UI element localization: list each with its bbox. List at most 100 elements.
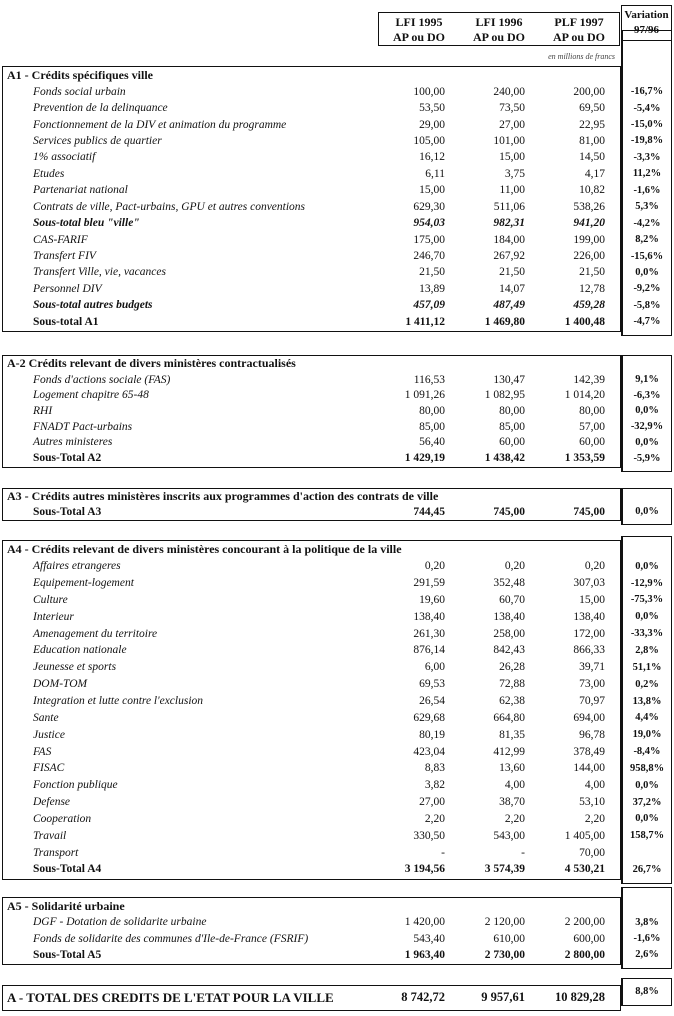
value-1996: 38,70 bbox=[499, 796, 525, 809]
value-1997: 0,20 bbox=[584, 560, 605, 573]
value-1997: 15,00 bbox=[579, 593, 605, 606]
row-label: Sous-total autres budgets bbox=[33, 299, 153, 312]
row-label: Fonds d'actions sociale (FAS) bbox=[33, 373, 171, 386]
table-row: Sous-total A1 1 411,12 1 469,80 1 400,48 bbox=[3, 314, 620, 330]
table-row: Services publics de quartier 105,00 101,… bbox=[3, 133, 620, 149]
value-1997: 73,00 bbox=[579, 678, 605, 691]
row-label: Sous-total A1 bbox=[33, 315, 99, 328]
value-1996: 1 438,42 bbox=[484, 452, 525, 465]
value-1995: 8,83 bbox=[424, 762, 445, 775]
row-label: Defense bbox=[33, 796, 71, 809]
value-1996: 1 469,80 bbox=[484, 315, 525, 328]
table-row: Sous-Total A4 3 194,56 3 574,39 4 530,21 bbox=[3, 861, 620, 878]
value-1996: 27,00 bbox=[499, 118, 525, 131]
section-4: A4 - Crédits relevant de divers ministèr… bbox=[2, 540, 621, 880]
value-1997: 1 405,00 bbox=[564, 829, 605, 842]
variation-value: -75,3% bbox=[630, 594, 664, 606]
value-1996: 2 730,00 bbox=[484, 948, 525, 961]
section-title: A3 - Crédits autres ministères inscrits … bbox=[7, 489, 439, 503]
variation-value: -1,6% bbox=[633, 933, 661, 945]
value-1997: 1 400,48 bbox=[564, 315, 605, 328]
value-1996: 842,43 bbox=[493, 644, 525, 657]
col-title: LFI 1995 bbox=[395, 15, 443, 29]
value-1997: 53,10 bbox=[579, 796, 605, 809]
variation-value: -12,9% bbox=[630, 577, 664, 589]
value-1995: - bbox=[441, 846, 445, 859]
row-label: Education nationale bbox=[33, 644, 127, 657]
table-row: Amenagement du territoire 261,30 258,00 … bbox=[3, 625, 620, 642]
variation-value: 958,8% bbox=[629, 762, 665, 774]
value-1995: 330,50 bbox=[413, 829, 445, 842]
value-1995: 80,19 bbox=[419, 728, 445, 741]
value-1995: 138,40 bbox=[413, 610, 445, 623]
variation-value: 13,8% bbox=[632, 695, 662, 707]
value-1997: 172,00 bbox=[573, 627, 605, 640]
row-label: Personnel DIV bbox=[33, 282, 102, 295]
value-1995: 1 420,00 bbox=[404, 916, 445, 929]
total-variation: 8,8% bbox=[635, 986, 659, 997]
value-1996: 240,00 bbox=[493, 85, 525, 98]
value-1995: 744,45 bbox=[413, 505, 445, 518]
variation-value: 37,2% bbox=[632, 796, 662, 808]
row-label: Contrats de ville, Pact-urbains, GPU et … bbox=[33, 200, 306, 213]
row-label: Sante bbox=[33, 711, 59, 724]
value-1997: 142,39 bbox=[573, 373, 605, 386]
variation-value: -5,4% bbox=[633, 102, 661, 114]
value-1995: 3,82 bbox=[424, 779, 445, 792]
value-1996: 511,06 bbox=[493, 200, 525, 213]
row-label: Partenariat national bbox=[33, 184, 128, 197]
value-1996: 745,00 bbox=[493, 505, 525, 518]
value-1995: 69,53 bbox=[419, 678, 445, 691]
variation-value: -1,6% bbox=[633, 184, 661, 196]
table-row: Sous-Total A2 1 429,19 1 438,42 1 353,59 bbox=[3, 450, 620, 466]
table-row: Integration et lutte contre l'exclusion … bbox=[3, 693, 620, 710]
variation-value: 2,8% bbox=[635, 644, 659, 656]
section-3: A3 - Crédits autres ministères inscrits … bbox=[2, 488, 621, 521]
value-1997: 307,03 bbox=[573, 577, 605, 590]
value-1997: 600,00 bbox=[573, 932, 605, 945]
variation-value: 51,1% bbox=[632, 661, 662, 673]
total-1996: 9 957,61 bbox=[481, 990, 525, 1004]
row-label: Jeunesse et sports bbox=[33, 661, 117, 674]
value-1997: 12,78 bbox=[579, 282, 605, 295]
value-1996: 26,28 bbox=[499, 661, 525, 674]
value-1997: 10,82 bbox=[579, 184, 605, 197]
value-1995: 457,09 bbox=[413, 299, 445, 312]
table-row: Education nationale 876,14 842,43 866,33 bbox=[3, 642, 620, 659]
table-row: Sous-Total A3 744,45 745,00 745,00 bbox=[3, 504, 620, 519]
variation-value: -4,2% bbox=[633, 217, 661, 229]
value-1997: 144,00 bbox=[573, 762, 605, 775]
value-1996: 81,35 bbox=[499, 728, 525, 741]
row-label: Services publics de quartier bbox=[33, 134, 162, 147]
table-row: Cooperation 2,20 2,20 2,20 bbox=[3, 811, 620, 828]
table-row: Fonds d'actions sociale (FAS) 116,53 130… bbox=[3, 372, 620, 388]
table-row: Defense 27,00 38,70 53,10 bbox=[3, 794, 620, 811]
value-1996: 60,00 bbox=[499, 436, 525, 449]
value-1997: 2,20 bbox=[584, 812, 605, 825]
table-row: Prevention de la delinquance 53,50 73,50… bbox=[3, 100, 620, 116]
variation-value: 0,0% bbox=[635, 405, 659, 417]
variation-title: Variation bbox=[624, 9, 669, 21]
value-1997: 21,50 bbox=[579, 266, 605, 279]
table-row: Travail 330,50 543,00 1 405,00 bbox=[3, 827, 620, 844]
value-1996: 412,99 bbox=[493, 745, 525, 758]
value-1995: 1 429,19 bbox=[404, 452, 445, 465]
row-label: Logement chapitre 65-48 bbox=[33, 389, 149, 402]
value-1997: 39,71 bbox=[579, 661, 605, 674]
variation-value: 8,2% bbox=[635, 234, 659, 246]
value-1995: 26,54 bbox=[419, 695, 445, 708]
col-title: PLF 1997 bbox=[554, 15, 604, 29]
table-row: Contrats de ville, Pact-urbains, GPU et … bbox=[3, 199, 620, 215]
value-1995: 27,00 bbox=[419, 796, 445, 809]
table-row: Transfert FIV 246,70 267,92 226,00 bbox=[3, 248, 620, 264]
row-label: Transfert FIV bbox=[33, 250, 96, 263]
value-1996: 2,20 bbox=[504, 812, 525, 825]
row-label: Etudes bbox=[33, 167, 65, 180]
col-lfi-1996: LFI 1996 AP ou DO bbox=[459, 13, 539, 45]
value-1996: 101,00 bbox=[493, 134, 525, 147]
row-label: Equipement-logement bbox=[33, 577, 134, 590]
row-label: Sous-Total A4 bbox=[33, 863, 102, 876]
table-row: Transfert Ville, vie, vacances 21,50 21,… bbox=[3, 264, 620, 280]
variation-value: 9,1% bbox=[635, 374, 659, 386]
variation-value: 5,3% bbox=[635, 201, 659, 213]
